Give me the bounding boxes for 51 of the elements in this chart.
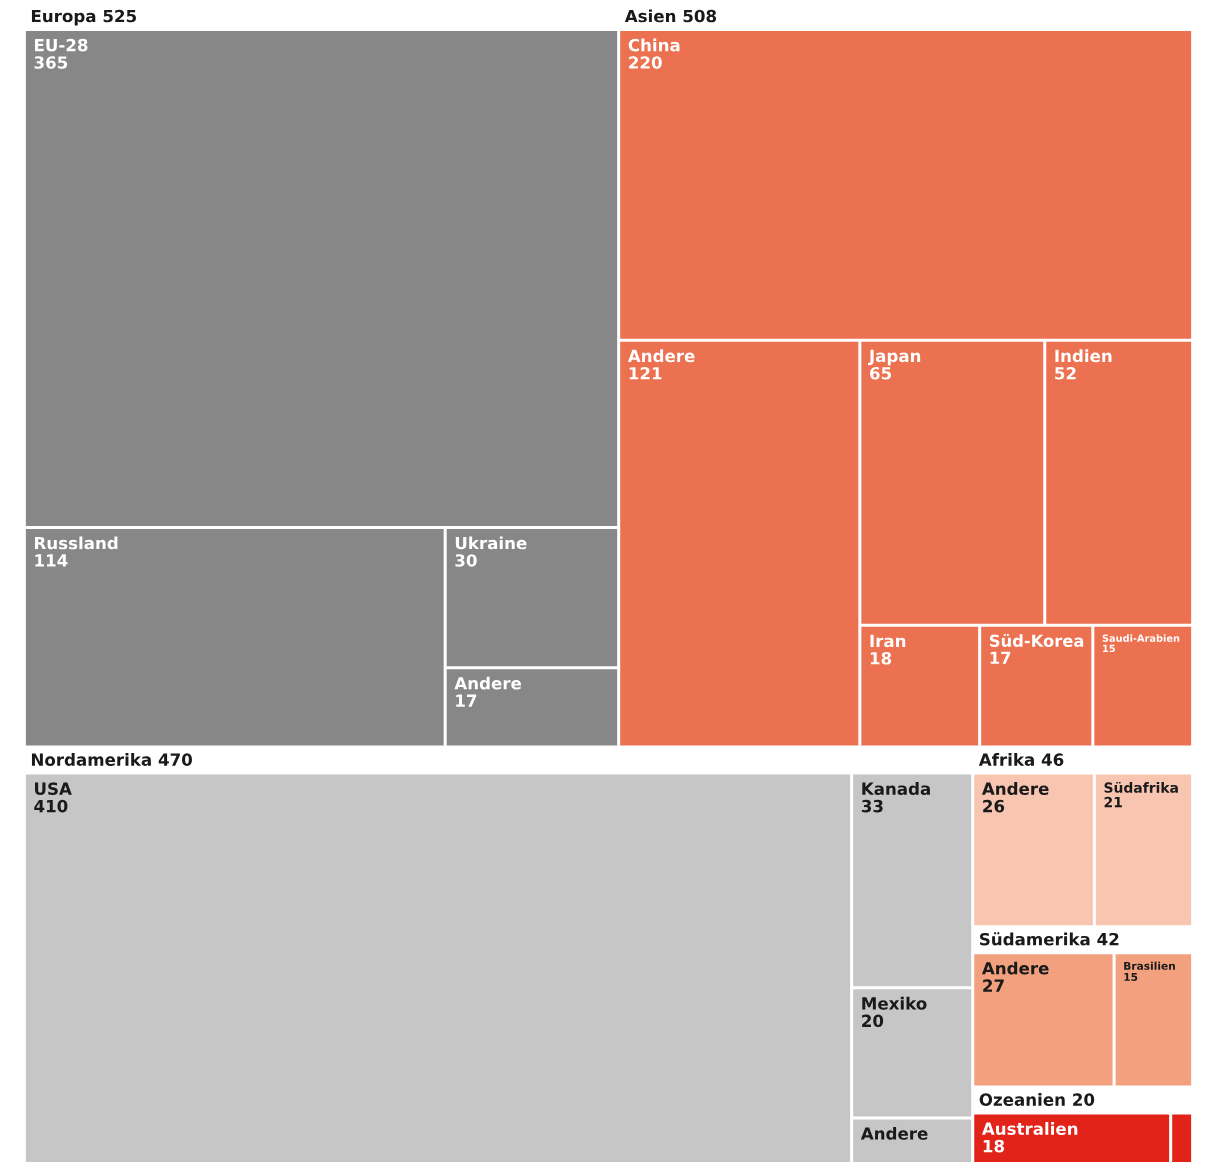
category-label: Indien <box>1055 349 1112 363</box>
data-label: 33 <box>861 799 883 813</box>
data-label: 21 <box>1104 796 1122 808</box>
data-label: 26 <box>983 799 1005 813</box>
data-label: 121 <box>629 366 662 380</box>
text: 20 <box>1073 1093 1095 1106</box>
category-label: Russland <box>35 536 118 550</box>
category-label: Süd-Korea <box>989 634 1084 647</box>
data-label: 114 <box>35 554 68 567</box>
category-label: Andere <box>627 349 695 363</box>
data-label: 15 <box>1124 973 1138 981</box>
data-label: 27 <box>983 979 1004 992</box>
category-label: Andere <box>981 961 1049 975</box>
data-label: 15 <box>1103 644 1115 653</box>
data-label: 52 <box>1055 366 1076 380</box>
category-label: Andere <box>860 1126 928 1140</box>
series-label: Nordamerika <box>31 753 151 766</box>
category-label: Australien <box>981 1122 1078 1135</box>
category-label: Andere <box>454 676 522 690</box>
data-label: 17 <box>456 694 477 707</box>
category-label: Kanada <box>862 782 930 796</box>
series-label: Südamerika <box>980 932 1090 946</box>
category-label: Brasilien <box>1124 961 1175 970</box>
text: 470 <box>158 753 192 766</box>
category-label: USA <box>35 782 72 796</box>
series-label: Ozeanien <box>979 1093 1065 1106</box>
category-label: EU-28 <box>35 38 88 52</box>
data-label: 17 <box>990 651 1011 664</box>
data-label: 20 <box>862 1014 884 1028</box>
data-label: 30 <box>455 554 477 567</box>
data-label: 18 <box>983 1139 1005 1153</box>
series-label: Europa <box>31 9 96 26</box>
text: 508 <box>683 9 717 23</box>
category-label: Mexiko <box>862 996 927 1010</box>
text: 525 <box>103 9 136 23</box>
category-label: China <box>628 38 680 52</box>
category-label: Japan <box>868 349 921 366</box>
category-label: Ukraine <box>455 536 527 550</box>
data-label: 18 <box>870 651 892 665</box>
text: 46 <box>1041 753 1064 766</box>
series-label: Afrika <box>978 753 1034 766</box>
data-label: 65 <box>870 366 891 380</box>
category-label: Andere <box>981 782 1049 796</box>
data-label: 365 <box>34 56 68 69</box>
series-label: Asien <box>624 9 676 23</box>
text: 42 <box>1097 932 1119 946</box>
category-label: Südafrika <box>1104 781 1178 793</box>
data-label: 220 <box>629 56 662 69</box>
category-label: Saudi-Arabien <box>1102 634 1180 642</box>
data-label: 410 <box>34 799 68 813</box>
category-label: Iran <box>870 634 906 648</box>
